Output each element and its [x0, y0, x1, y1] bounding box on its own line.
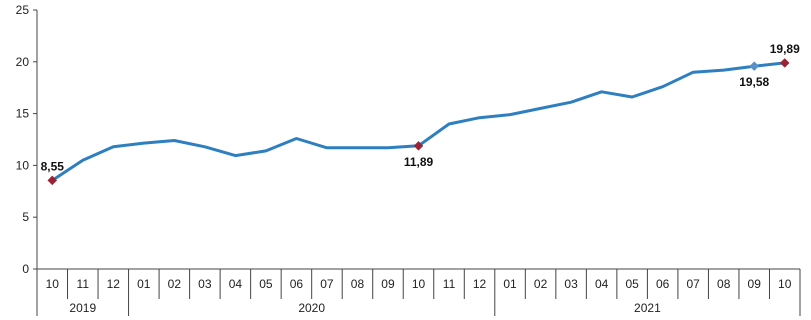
year-label: 2021	[634, 301, 661, 315]
x-tick-label: 10	[412, 277, 426, 291]
data-point-marker	[47, 175, 58, 186]
y-tick-label: 20	[16, 55, 30, 69]
x-tick-label: 09	[381, 277, 395, 291]
x-tick-label: 12	[107, 277, 121, 291]
data-point-marker	[779, 58, 790, 68]
x-tick-label: 04	[229, 277, 243, 291]
y-tick-label: 5	[22, 210, 29, 224]
x-tick-label: 02	[534, 277, 548, 291]
x-tick-label: 11	[443, 277, 456, 291]
x-tick-label: 12	[473, 277, 487, 291]
x-tick-label: 08	[717, 277, 731, 291]
y-tick-label: 10	[16, 158, 30, 172]
x-tick-label: 03	[198, 277, 212, 291]
data-label: 8,55	[41, 159, 65, 173]
data-labels: 8,55 11,89 19,58 19,89	[41, 42, 800, 186]
x-axis: 10 11 12 01 02 03 04 05 06 07 08 09 10 11 12 01 02 03 04 05…	[36, 268, 801, 316]
x-tick-label: 07	[320, 277, 334, 291]
data-point-marker	[749, 61, 760, 72]
x-tick-label: 10	[46, 277, 60, 291]
x-tick-label: 08	[351, 277, 365, 291]
x-tick-label: 06	[290, 277, 304, 291]
data-point-marker	[413, 140, 424, 151]
x-tick-label: 01	[503, 277, 517, 291]
x-tick-label: 02	[168, 277, 182, 291]
x-tick-label: 10	[778, 277, 792, 291]
data-label: 19,89	[770, 42, 800, 56]
x-tick-label: 01	[137, 277, 151, 291]
year-label: 2019	[69, 301, 96, 315]
x-tick-label: 11	[77, 277, 90, 291]
x-tick-label: 09	[748, 277, 762, 291]
x-tick-label: 06	[656, 277, 670, 291]
x-tick-label: 05	[259, 277, 273, 291]
data-label: 11,89	[404, 155, 434, 169]
y-axis: 0 5 10 15 20 25	[16, 3, 38, 276]
y-tick-label: 15	[16, 107, 30, 121]
x-tick-label: 03	[564, 277, 578, 291]
year-label: 2020	[298, 301, 325, 315]
x-tick-label: 04	[595, 277, 609, 291]
y-tick-label: 0	[22, 262, 29, 276]
data-label: 19,58	[739, 75, 769, 89]
y-tick-label: 25	[16, 3, 30, 17]
x-tick-label: 05	[625, 277, 639, 291]
x-tick-label: 07	[687, 277, 701, 291]
